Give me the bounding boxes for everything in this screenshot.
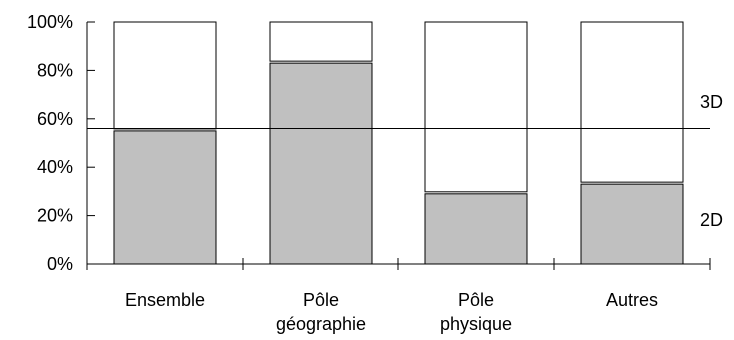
y-tick-label-3: 60% — [37, 109, 73, 129]
bar-2d-0 — [113, 130, 217, 265]
y-tick-label-5: 100% — [27, 12, 73, 32]
bar-2d-1 — [269, 62, 373, 265]
bar-3d-0 — [113, 21, 217, 130]
category-label-0: Ensemble — [125, 290, 205, 310]
bar-3d-3 — [580, 21, 684, 183]
series-label-3d: 3D — [700, 92, 723, 112]
y-tick-label-2: 40% — [37, 157, 73, 177]
axes-group — [86, 21, 711, 270]
category-label-1: Pôle géographie — [276, 290, 366, 334]
bar-3d-2 — [424, 21, 528, 193]
bar-3d-1 — [269, 21, 373, 62]
y-tick-label-0: 0% — [47, 254, 73, 274]
series-label-2d: 2D — [700, 210, 723, 230]
category-label-2: Pôle physique — [440, 290, 512, 334]
y-tick-label-4: 80% — [37, 60, 73, 80]
y-tick-label-1: 20% — [37, 206, 73, 226]
bar-2d-2 — [424, 193, 528, 265]
category-label-3: Autres — [606, 290, 658, 310]
bars-group — [113, 21, 684, 265]
labels-group: 0% 20% 40% 60% 80% 100% Ensemble Pôle géographie… — [27, 12, 723, 334]
bar-2d-3 — [580, 183, 684, 265]
